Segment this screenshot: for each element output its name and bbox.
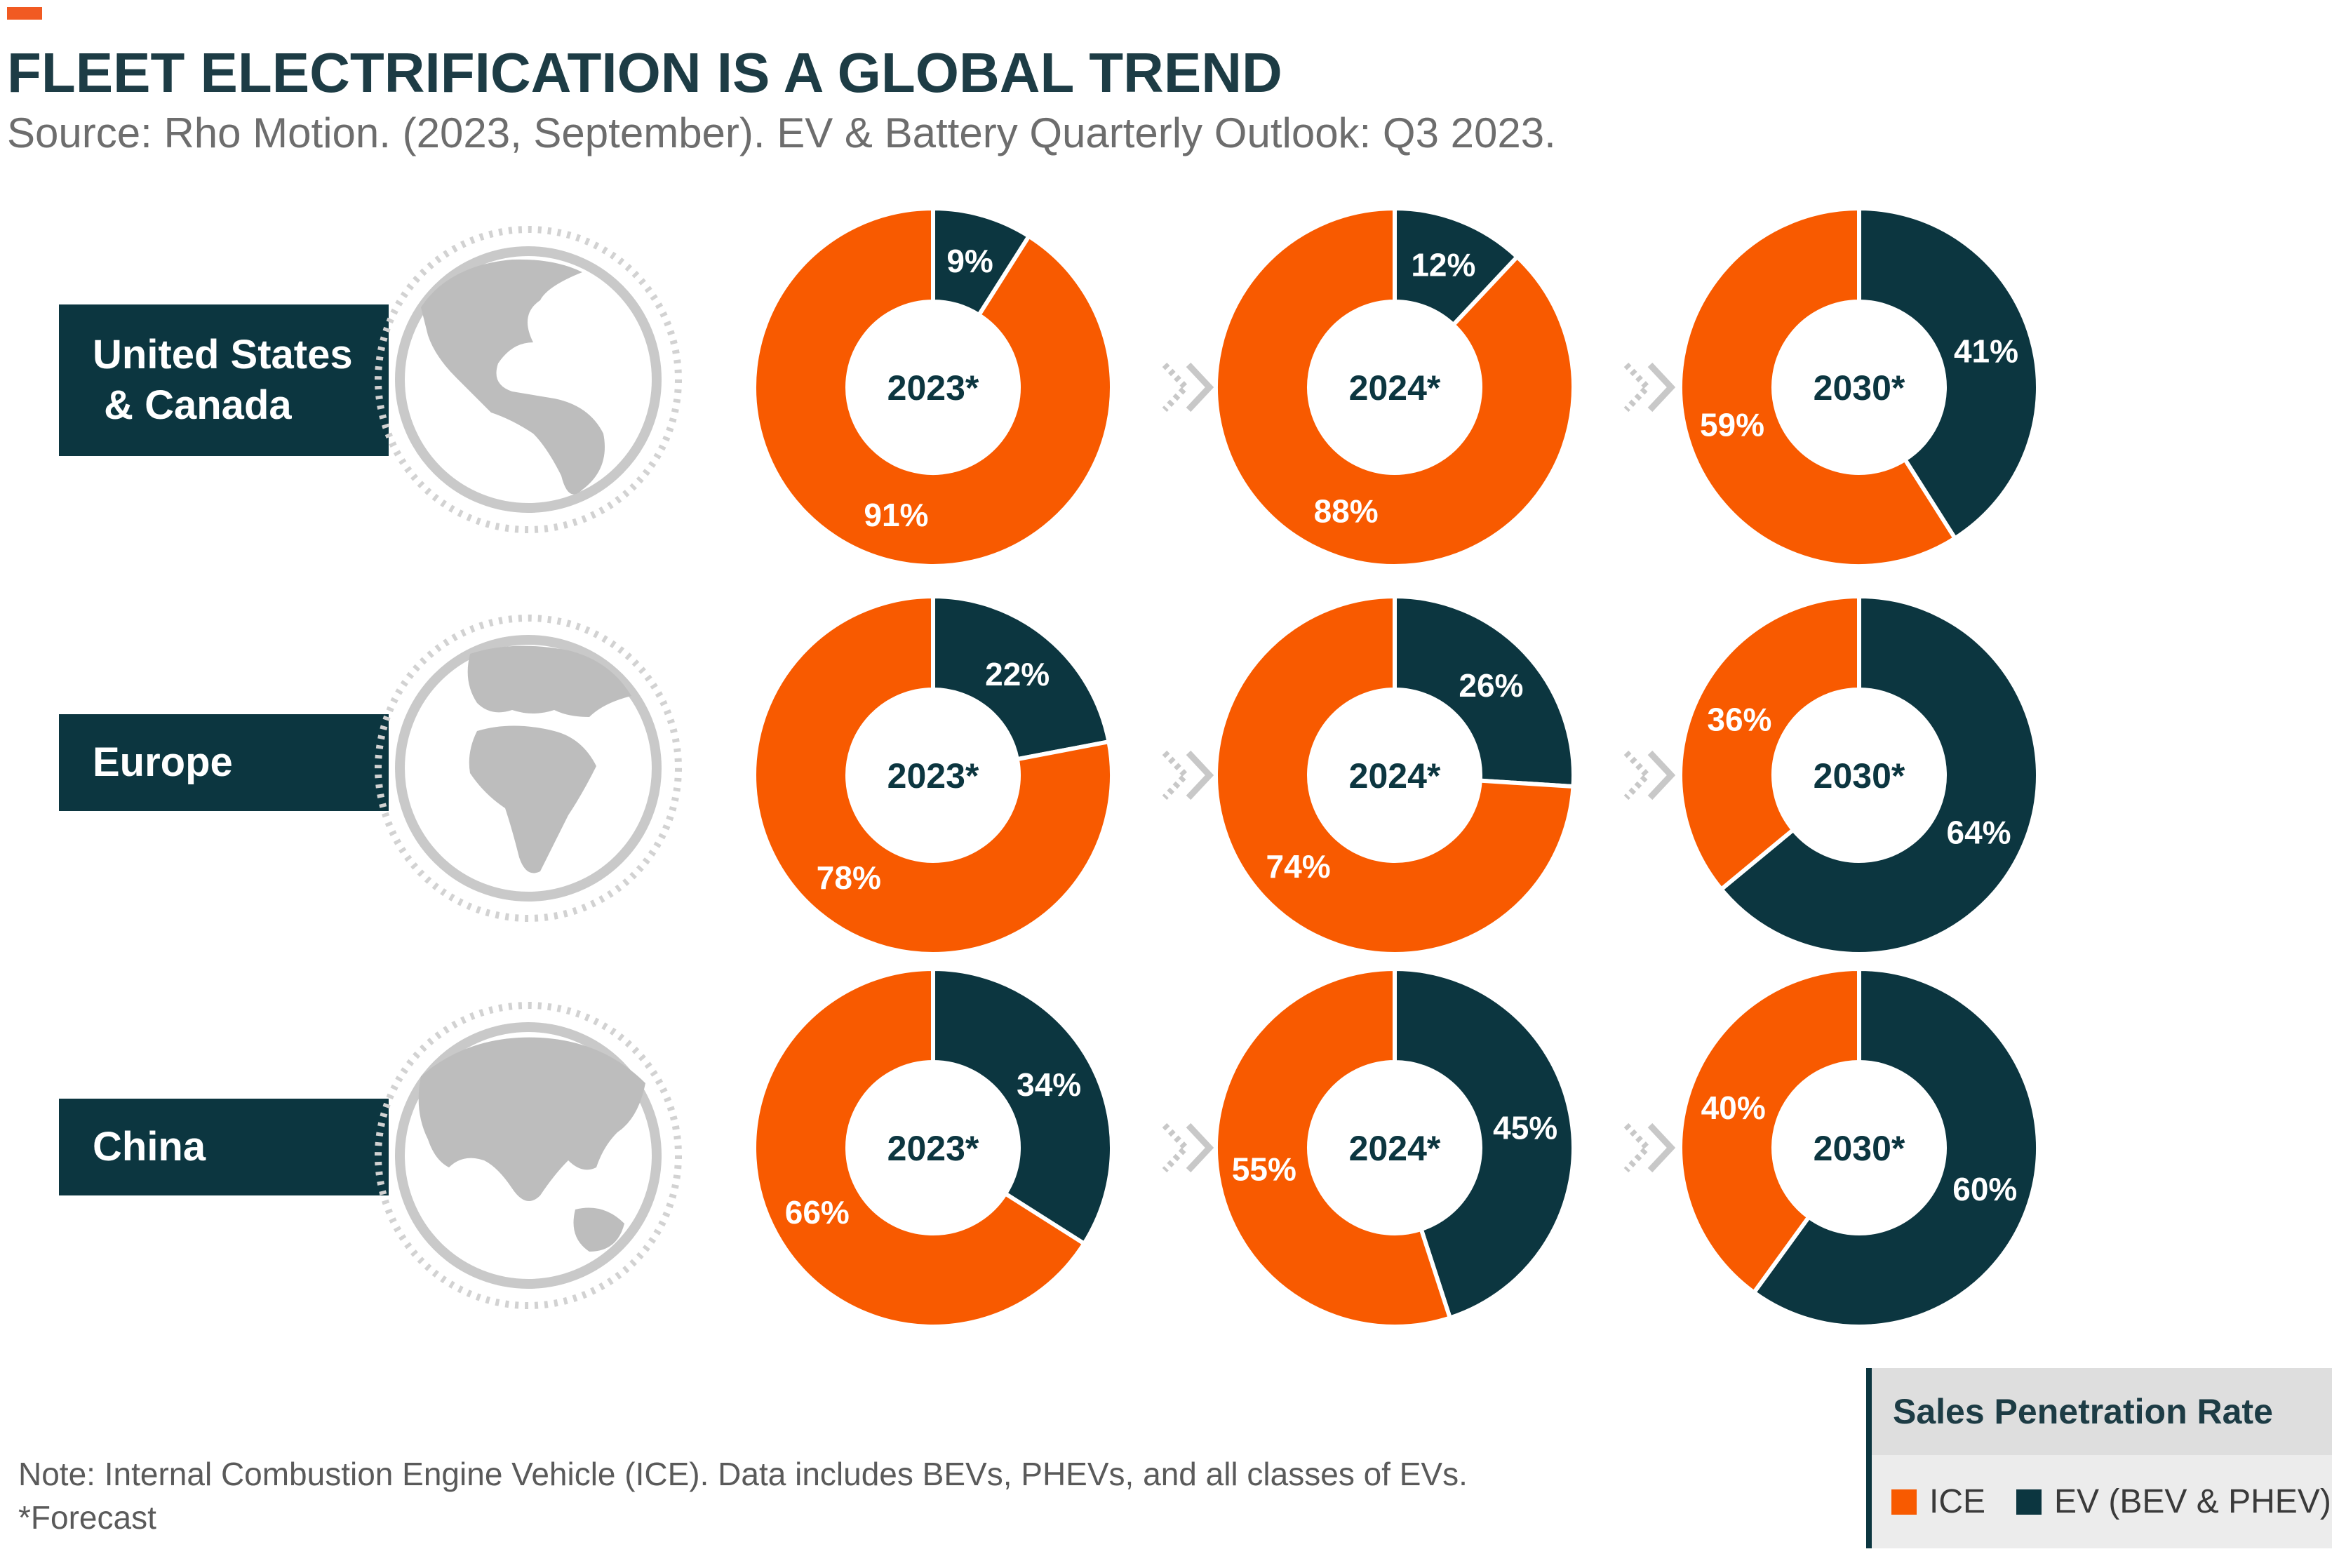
chevron-right-icon xyxy=(1162,750,1191,800)
legend-swatch-ev xyxy=(2016,1489,2042,1515)
globe-europe-africa-icon xyxy=(375,615,682,922)
legend-swatch-ice xyxy=(1891,1489,1917,1515)
ev-value-label: 60% xyxy=(1952,1171,2017,1207)
globe-americas-icon xyxy=(375,226,682,533)
donut-panel: 2023* 22% 78% xyxy=(752,594,1114,956)
ev-value-label: 41% xyxy=(1954,333,2018,369)
ev-slice xyxy=(931,966,1114,1247)
chevron-right-icon xyxy=(1623,750,1652,800)
ice-slice xyxy=(1214,206,1576,568)
legend-label-ice: ICE xyxy=(1929,1483,1986,1520)
accent-bar xyxy=(7,7,42,20)
ev-slice xyxy=(1393,206,1520,328)
year-label: 2030* xyxy=(1814,1129,1905,1168)
ice-value-label: 88% xyxy=(1314,492,1379,529)
ice-slice xyxy=(752,206,1114,568)
ev-value-label: 64% xyxy=(1947,814,2011,850)
ice-slice xyxy=(752,966,1087,1329)
ice-value-label: 59% xyxy=(1700,407,1764,443)
year-label: 2023* xyxy=(887,368,979,408)
chevron-right-icon xyxy=(1647,1123,1676,1173)
region-label-europe: Europe xyxy=(59,714,389,811)
year-label: 2023* xyxy=(887,756,979,796)
footnotes: Note: Internal Combustion Engine Vehicle… xyxy=(18,1452,1632,1539)
ev-slice xyxy=(1393,594,1576,789)
ev-value-label: 12% xyxy=(1411,247,1475,283)
ice-value-label: 91% xyxy=(864,497,928,533)
chevron-right-icon xyxy=(1162,362,1191,413)
ice-slice xyxy=(1678,966,1861,1296)
year-label: 2030* xyxy=(1814,756,1905,796)
ev-slice xyxy=(1393,966,1576,1321)
chart-title: FLEET ELECTRIFICATION IS A GLOBAL TREND xyxy=(7,41,1282,104)
ice-value-label: 74% xyxy=(1266,848,1331,885)
ev-slice xyxy=(1718,594,2040,956)
donut-panel: 2023* 9% 91% xyxy=(752,206,1114,568)
chevron-right-icon xyxy=(1186,1123,1214,1173)
year-label: 2023* xyxy=(887,1129,979,1168)
chevron-right-icon xyxy=(1647,750,1676,800)
note-text: Note: Internal Combustion Engine Vehicle… xyxy=(18,1456,1468,1492)
donut-panel: 2030* 41% 59% xyxy=(1678,206,2040,568)
ice-value-label: 78% xyxy=(817,859,881,896)
ice-value-label: 55% xyxy=(1232,1151,1296,1187)
ice-slice xyxy=(1214,594,1576,956)
year-label: 2024* xyxy=(1349,756,1441,796)
donut-panel: 2024* 12% 88% xyxy=(1214,206,1576,568)
ev-value-label: 45% xyxy=(1493,1110,1557,1146)
ev-value-label: 34% xyxy=(1017,1066,1081,1103)
forecast-note: *Forecast xyxy=(18,1499,156,1536)
donut-panel: 2024* 26% 74% xyxy=(1214,594,1576,956)
ev-slice xyxy=(1750,966,2040,1329)
year-label: 2024* xyxy=(1349,1129,1441,1168)
globe-asia-icon xyxy=(375,1002,682,1309)
chevron-right-icon xyxy=(1623,362,1652,413)
donut-panel: 2023* 34% 66% xyxy=(752,966,1114,1329)
ev-value-label: 9% xyxy=(946,243,993,279)
chevron-right-icon xyxy=(1186,750,1214,800)
legend-item-ev: EV (BEV & PHEV) xyxy=(2016,1482,2331,1521)
ev-value-label: 26% xyxy=(1459,667,1523,704)
donut-panel: 2030* 64% 36% xyxy=(1678,594,2040,956)
ice-slice xyxy=(1678,594,1861,892)
chevron-right-icon xyxy=(1623,1123,1652,1173)
ice-slice xyxy=(1214,966,1453,1329)
ice-slice xyxy=(1678,206,1958,568)
ice-value-label: 36% xyxy=(1707,702,1771,738)
legend-item-ice: ICE xyxy=(1891,1482,1985,1521)
ice-value-label: 66% xyxy=(785,1194,850,1231)
ice-value-label: 40% xyxy=(1701,1090,1766,1126)
donut-panel: 2024* 45% 55% xyxy=(1214,966,1576,1329)
donut-panel: 2030* 60% 40% xyxy=(1678,966,2040,1329)
region-label-china: China xyxy=(59,1099,389,1195)
region-label-us-canada: United States & Canada xyxy=(59,304,389,456)
chart-subtitle: Source: Rho Motion. (2023, September). E… xyxy=(7,109,1556,156)
legend: Sales Penetration Rate ICE EV (BEV & PHE… xyxy=(1866,1368,2332,1548)
legend-title: Sales Penetration Rate xyxy=(1872,1368,2332,1455)
chevron-right-icon xyxy=(1162,1123,1191,1173)
ev-slice xyxy=(931,594,1111,762)
chevron-right-icon xyxy=(1186,362,1214,413)
year-label: 2024* xyxy=(1349,368,1441,408)
chevron-right-icon xyxy=(1647,362,1676,413)
ice-slice xyxy=(752,594,1114,956)
ev-slice xyxy=(1857,206,2040,542)
year-label: 2030* xyxy=(1814,368,1905,408)
legend-label-ev: EV (BEV & PHEV) xyxy=(2054,1483,2331,1520)
ev-value-label: 22% xyxy=(985,656,1050,692)
